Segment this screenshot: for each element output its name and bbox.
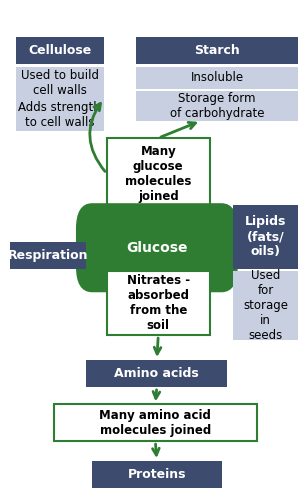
- FancyBboxPatch shape: [136, 67, 298, 89]
- Text: Proteins: Proteins: [128, 468, 186, 481]
- Text: Nitrates -
absorbed
from the
soil: Nitrates - absorbed from the soil: [127, 274, 190, 332]
- Text: Used
for
storage
in
seeds: Used for storage in seeds: [243, 269, 288, 342]
- FancyBboxPatch shape: [77, 205, 236, 291]
- FancyBboxPatch shape: [92, 461, 222, 488]
- Text: Lipids
(fats/
oils): Lipids (fats/ oils): [245, 215, 286, 258]
- FancyBboxPatch shape: [16, 99, 104, 131]
- Text: Amino acids: Amino acids: [114, 367, 199, 380]
- Text: Many
glucose
molecules
joined: Many glucose molecules joined: [125, 145, 192, 203]
- FancyBboxPatch shape: [136, 37, 298, 64]
- FancyBboxPatch shape: [10, 242, 86, 269]
- FancyBboxPatch shape: [233, 205, 298, 269]
- Text: Cellulose: Cellulose: [28, 44, 91, 57]
- FancyBboxPatch shape: [16, 37, 104, 64]
- Text: Insoluble: Insoluble: [191, 71, 244, 84]
- Text: Used to build
cell walls: Used to build cell walls: [21, 69, 99, 97]
- FancyBboxPatch shape: [54, 404, 257, 441]
- Text: Many amino acid
molecules joined: Many amino acid molecules joined: [99, 409, 211, 437]
- Text: Respiration: Respiration: [8, 248, 88, 262]
- Text: Glucose: Glucose: [126, 241, 188, 255]
- FancyBboxPatch shape: [16, 67, 104, 99]
- Text: Adds strength
to cell walls: Adds strength to cell walls: [18, 101, 101, 129]
- Text: Storage form
of carbohydrate: Storage form of carbohydrate: [170, 92, 264, 120]
- Text: Starch: Starch: [194, 44, 240, 57]
- FancyBboxPatch shape: [107, 138, 210, 210]
- FancyBboxPatch shape: [107, 271, 210, 335]
- FancyBboxPatch shape: [136, 91, 298, 121]
- FancyBboxPatch shape: [233, 271, 298, 340]
- FancyBboxPatch shape: [86, 360, 227, 387]
